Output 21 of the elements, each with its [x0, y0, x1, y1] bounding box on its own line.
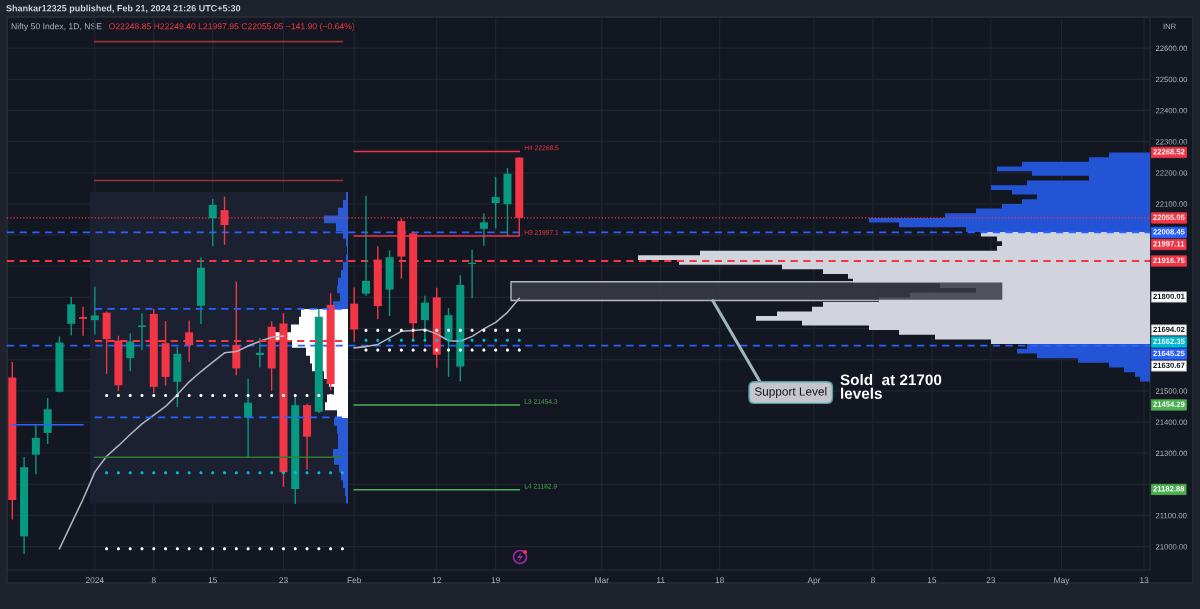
- x-tick-label: 15: [927, 577, 937, 584]
- x-tick-label: 8: [870, 577, 875, 584]
- text: Nifty 50 Index, 1D, NSE: [11, 22, 102, 32]
- x-tick-label: 23: [986, 577, 996, 584]
- x-tick-label: 23: [279, 577, 288, 584]
- x-tick-label: May: [1054, 577, 1070, 585]
- text: O22248.85 H22249.40 L21997.95 C22055.05 −141.90 (−0.64%): [109, 22, 355, 32]
- text: Shankar12325 published, Feb 21, 2024 21:26 UTC+5:30: [6, 4, 241, 14]
- x-tick-label: Apr: [807, 577, 821, 585]
- x-tick-label: 2024: [85, 577, 104, 584]
- x-tick-label: 11: [657, 577, 665, 583]
- annotation: Sold at 21700 levels: [840, 374, 942, 399]
- x-tick-label: 15: [208, 577, 218, 584]
- x-tick-label: Mar: [595, 577, 609, 584]
- x-tick-label: 13: [1140, 577, 1149, 584]
- x-tick-label: Feb: [347, 576, 362, 584]
- x-tick-label: 18: [715, 577, 724, 584]
- x-tick-label: 12: [432, 577, 441, 583]
- band-label: Support Level: [754, 387, 827, 399]
- x-tick-label: 8: [151, 577, 156, 584]
- x-tick-label: 19: [491, 577, 500, 584]
